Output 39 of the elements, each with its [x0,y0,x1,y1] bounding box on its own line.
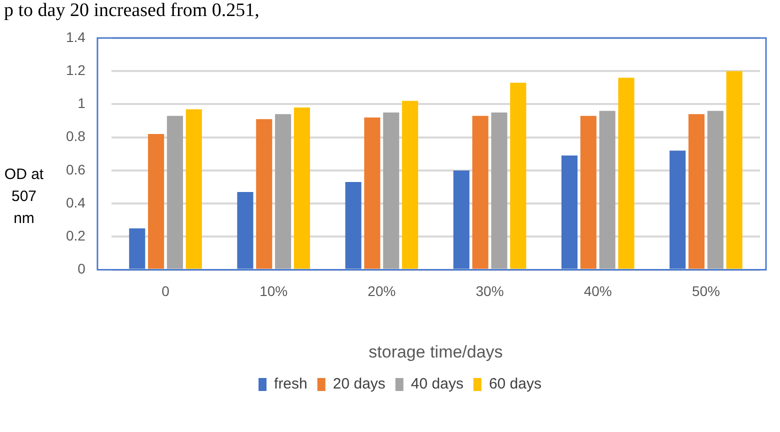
x-axis-title: storage time/days [368,342,503,362]
y-tick-label: 0.4 [66,194,86,210]
bar [580,116,596,269]
x-tick-label: 0 [162,283,170,300]
x-tick-label: 40% [584,283,612,300]
y-tick-label: 1.4 [66,28,86,45]
bar [364,117,380,269]
bar [688,114,705,269]
legend-label: 60 days [488,376,542,393]
x-tick-label: 50% [692,283,720,300]
legend-label: 20 days [332,376,386,393]
bar [510,82,526,269]
bar [618,78,634,269]
bar [383,112,400,269]
bar [402,100,418,269]
y-tick-label: 1 [78,95,86,112]
bar [726,71,742,269]
legend-label: 40 days [410,376,464,393]
bar [599,110,616,269]
bar [707,110,724,269]
bar [256,119,272,269]
y-tick-label: 0.2 [66,228,86,244]
legend-label: fresh [274,376,308,393]
y-tick-label: 0.6 [66,161,86,178]
x-tick-label: 20% [368,283,396,300]
x-tick-label: 10% [260,283,288,300]
bar [166,116,184,269]
y-tick-label: 0.8 [66,128,86,144]
y-tick-label: 1.2 [66,62,86,78]
bar [472,116,488,269]
bar [148,134,164,269]
text: p to day 20 increased from 0.251, [4,0,260,22]
bar [294,108,310,269]
x-tick-label: 30% [476,283,504,300]
bar [275,114,292,269]
bar [186,109,202,269]
y-axis-title: OD at 507 nm [4,165,44,229]
y-tick-label: 0 [78,260,86,277]
bar [491,112,508,269]
